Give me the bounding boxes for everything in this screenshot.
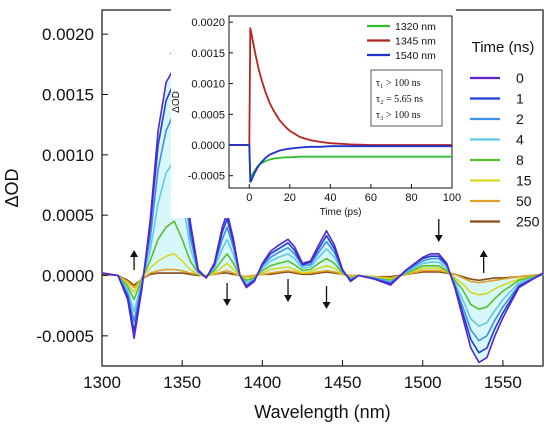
annotation-arrows xyxy=(130,37,488,309)
x-tick-label: 1500 xyxy=(404,373,442,392)
lifetime-label: τ₂ = 5.65 ns xyxy=(376,94,423,105)
y-tick-label: 0.0015 xyxy=(42,85,94,104)
inset-series-group xyxy=(229,27,452,183)
inset-series-line-1540-nm xyxy=(229,144,452,183)
main-plot: 1300 1350 1400 1450 1500 1550-0.00050.00000.0… xyxy=(2,9,544,422)
lifetime-box: τ₁ > 100 ns τ₂ = 5.65 ns τ₃ > 100 ns xyxy=(370,69,443,127)
x-axis-title: Wavelength (nm) xyxy=(254,402,390,422)
inset-x-tick-label: 20 xyxy=(284,192,296,204)
arrow-head-down xyxy=(223,299,232,306)
y-tick-label: 0.0020 xyxy=(42,25,94,44)
y-tick-label: 0.0010 xyxy=(42,146,94,165)
x-tick-label: 1400 xyxy=(243,373,281,392)
inset-x-axis-title: Time (ps) xyxy=(320,207,362,218)
legend-label-8: 8 xyxy=(516,152,524,168)
legend-label-2: 2 xyxy=(516,111,524,127)
inset-x-tick-label: 0 xyxy=(246,192,252,204)
inset-x-tick-label: 40 xyxy=(324,192,336,204)
inset-y-tick-label: 0.0015 xyxy=(191,48,225,60)
inset-series-line-1320-nm xyxy=(229,144,452,178)
inset-plot: 0 20 40 60 80 100 -0.0005 0.0000 0.0005 0.0010 0.0… xyxy=(171,8,461,218)
x-tick-label: 1550 xyxy=(484,373,522,392)
legend-label-15: 15 xyxy=(516,173,532,189)
lifetime-label: τ₁ > 100 ns xyxy=(376,78,421,89)
inset-y-axis-title: ΔOD xyxy=(171,91,182,113)
inset-x-tick-label: 80 xyxy=(405,192,417,204)
legend: Time (ns) 0 1 2 4 8 15 50 250 xyxy=(470,39,540,230)
inset-y-tick-label: -0.0005 xyxy=(188,171,225,183)
legend-label-250: 250 xyxy=(516,214,540,230)
arrow-head-up xyxy=(130,250,139,257)
inset-y-tick-label: 0.0000 xyxy=(191,140,225,152)
inset-y-tick-label: 0.0010 xyxy=(191,79,225,91)
series-line-15 xyxy=(101,253,544,296)
y-tick-label: 0.0005 xyxy=(42,206,94,225)
y-tick-label: -0.0005 xyxy=(36,327,94,346)
legend-items: 0 1 2 4 8 15 50 250 xyxy=(470,70,540,230)
inset-y-tick-label: 0.0005 xyxy=(191,109,225,121)
lifetime-label: τ₃ > 100 ns xyxy=(376,110,421,121)
legend-label-0: 0 xyxy=(516,70,524,86)
arrow-head-down xyxy=(434,235,443,242)
main-axis-ticks: 1300 1350 1400 1450 1500 1550-0.00050.00000.0… xyxy=(36,25,521,392)
arrow-head-down xyxy=(322,302,331,309)
legend-label-50: 50 xyxy=(516,193,532,209)
lifetime-box-frame xyxy=(370,69,443,127)
arrow-head-up xyxy=(479,250,488,257)
inset-legend-label: 1345 nm xyxy=(395,36,436,48)
inset-x-tick-label: 60 xyxy=(365,192,377,204)
inset-legend: 1320 nm 1345 nm 1540 nm xyxy=(367,21,436,62)
inset-y-tick-label: 0.0020 xyxy=(191,17,225,29)
legend-label-4: 4 xyxy=(516,132,524,148)
x-tick-label: 1300 xyxy=(83,373,121,392)
x-tick-label: 1350 xyxy=(163,373,201,392)
y-tick-label: 0.0000 xyxy=(42,266,94,285)
inset-plot-frame xyxy=(228,15,453,189)
legend-label-1: 1 xyxy=(516,91,524,107)
inset-legend-label: 1320 nm xyxy=(395,21,436,33)
arrow-head-down xyxy=(284,295,293,302)
inset-x-tick-label: 100 xyxy=(443,192,461,204)
legend-title: Time (ns) xyxy=(472,39,535,56)
inset-legend-label: 1540 nm xyxy=(395,50,436,62)
inset-series-line-1345-nm xyxy=(229,27,452,146)
inset-axis-ticks: 0 20 40 60 80 100 -0.0005 0.0000 0.0005 0.0010 0.0… xyxy=(188,17,461,204)
x-tick-label: 1450 xyxy=(324,373,362,392)
y-axis-title: ΔOD xyxy=(2,168,22,207)
series-line-8 xyxy=(101,220,544,311)
series-line-50 xyxy=(101,268,544,289)
